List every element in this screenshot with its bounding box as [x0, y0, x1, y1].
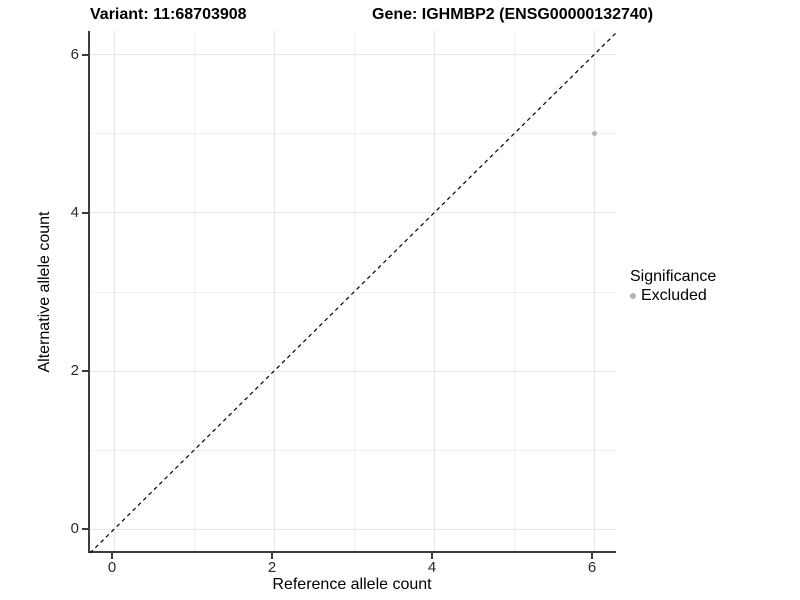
x-tick-label: 0 [107, 559, 117, 576]
plot-panel [88, 31, 618, 553]
y-tick-mark [82, 211, 88, 214]
minor-gridline-vertical [193, 31, 195, 551]
minor-gridline-horizontal [90, 133, 616, 135]
legend-item-excluded: Excluded [630, 286, 716, 305]
y-tick-mark [82, 53, 88, 56]
x-axis-title: Reference allele count [272, 576, 432, 593]
variant-title: Variant: 11:68703908 [90, 6, 247, 23]
data-point [591, 131, 597, 137]
minor-gridline-horizontal [90, 291, 616, 293]
y-tick-mark [82, 528, 88, 531]
x-tick-mark [111, 553, 113, 559]
major-gridline-horizontal [90, 528, 616, 530]
y-axis-title: Alternative allele count [36, 211, 53, 373]
y-tick-label: 6 [70, 45, 79, 63]
y-tick-mark [82, 370, 88, 373]
major-gridline-horizontal [90, 212, 616, 214]
minor-gridline-vertical [513, 31, 515, 551]
x-tick-label: 4 [427, 559, 437, 576]
major-gridline-horizontal [90, 54, 616, 56]
minor-gridline-horizontal [90, 449, 616, 451]
gene-title: Gene: IGHMBP2 (ENSG00000132740) [372, 6, 654, 23]
y-tick-label: 4 [70, 203, 79, 221]
x-tick-label: 6 [587, 559, 597, 576]
major-gridline-vertical [593, 31, 595, 551]
x-tick-mark [431, 553, 433, 559]
x-tick-mark [591, 553, 593, 559]
legend-point-icon [630, 292, 636, 299]
y-tick-label: 0 [70, 520, 79, 538]
major-gridline-vertical [273, 31, 275, 551]
legend-title: Significance [630, 268, 717, 285]
legend: Significance Excluded [630, 267, 716, 305]
major-gridline-horizontal [90, 370, 616, 372]
minor-gridline-vertical [353, 31, 355, 551]
major-gridline-vertical [433, 31, 435, 551]
major-gridline-vertical [113, 31, 115, 551]
y-tick-label: 2 [70, 362, 79, 380]
x-tick-label: 2 [267, 559, 277, 576]
legend-item-label: Excluded [641, 287, 707, 304]
x-tick-mark [271, 553, 273, 559]
identity-line [90, 31, 618, 553]
